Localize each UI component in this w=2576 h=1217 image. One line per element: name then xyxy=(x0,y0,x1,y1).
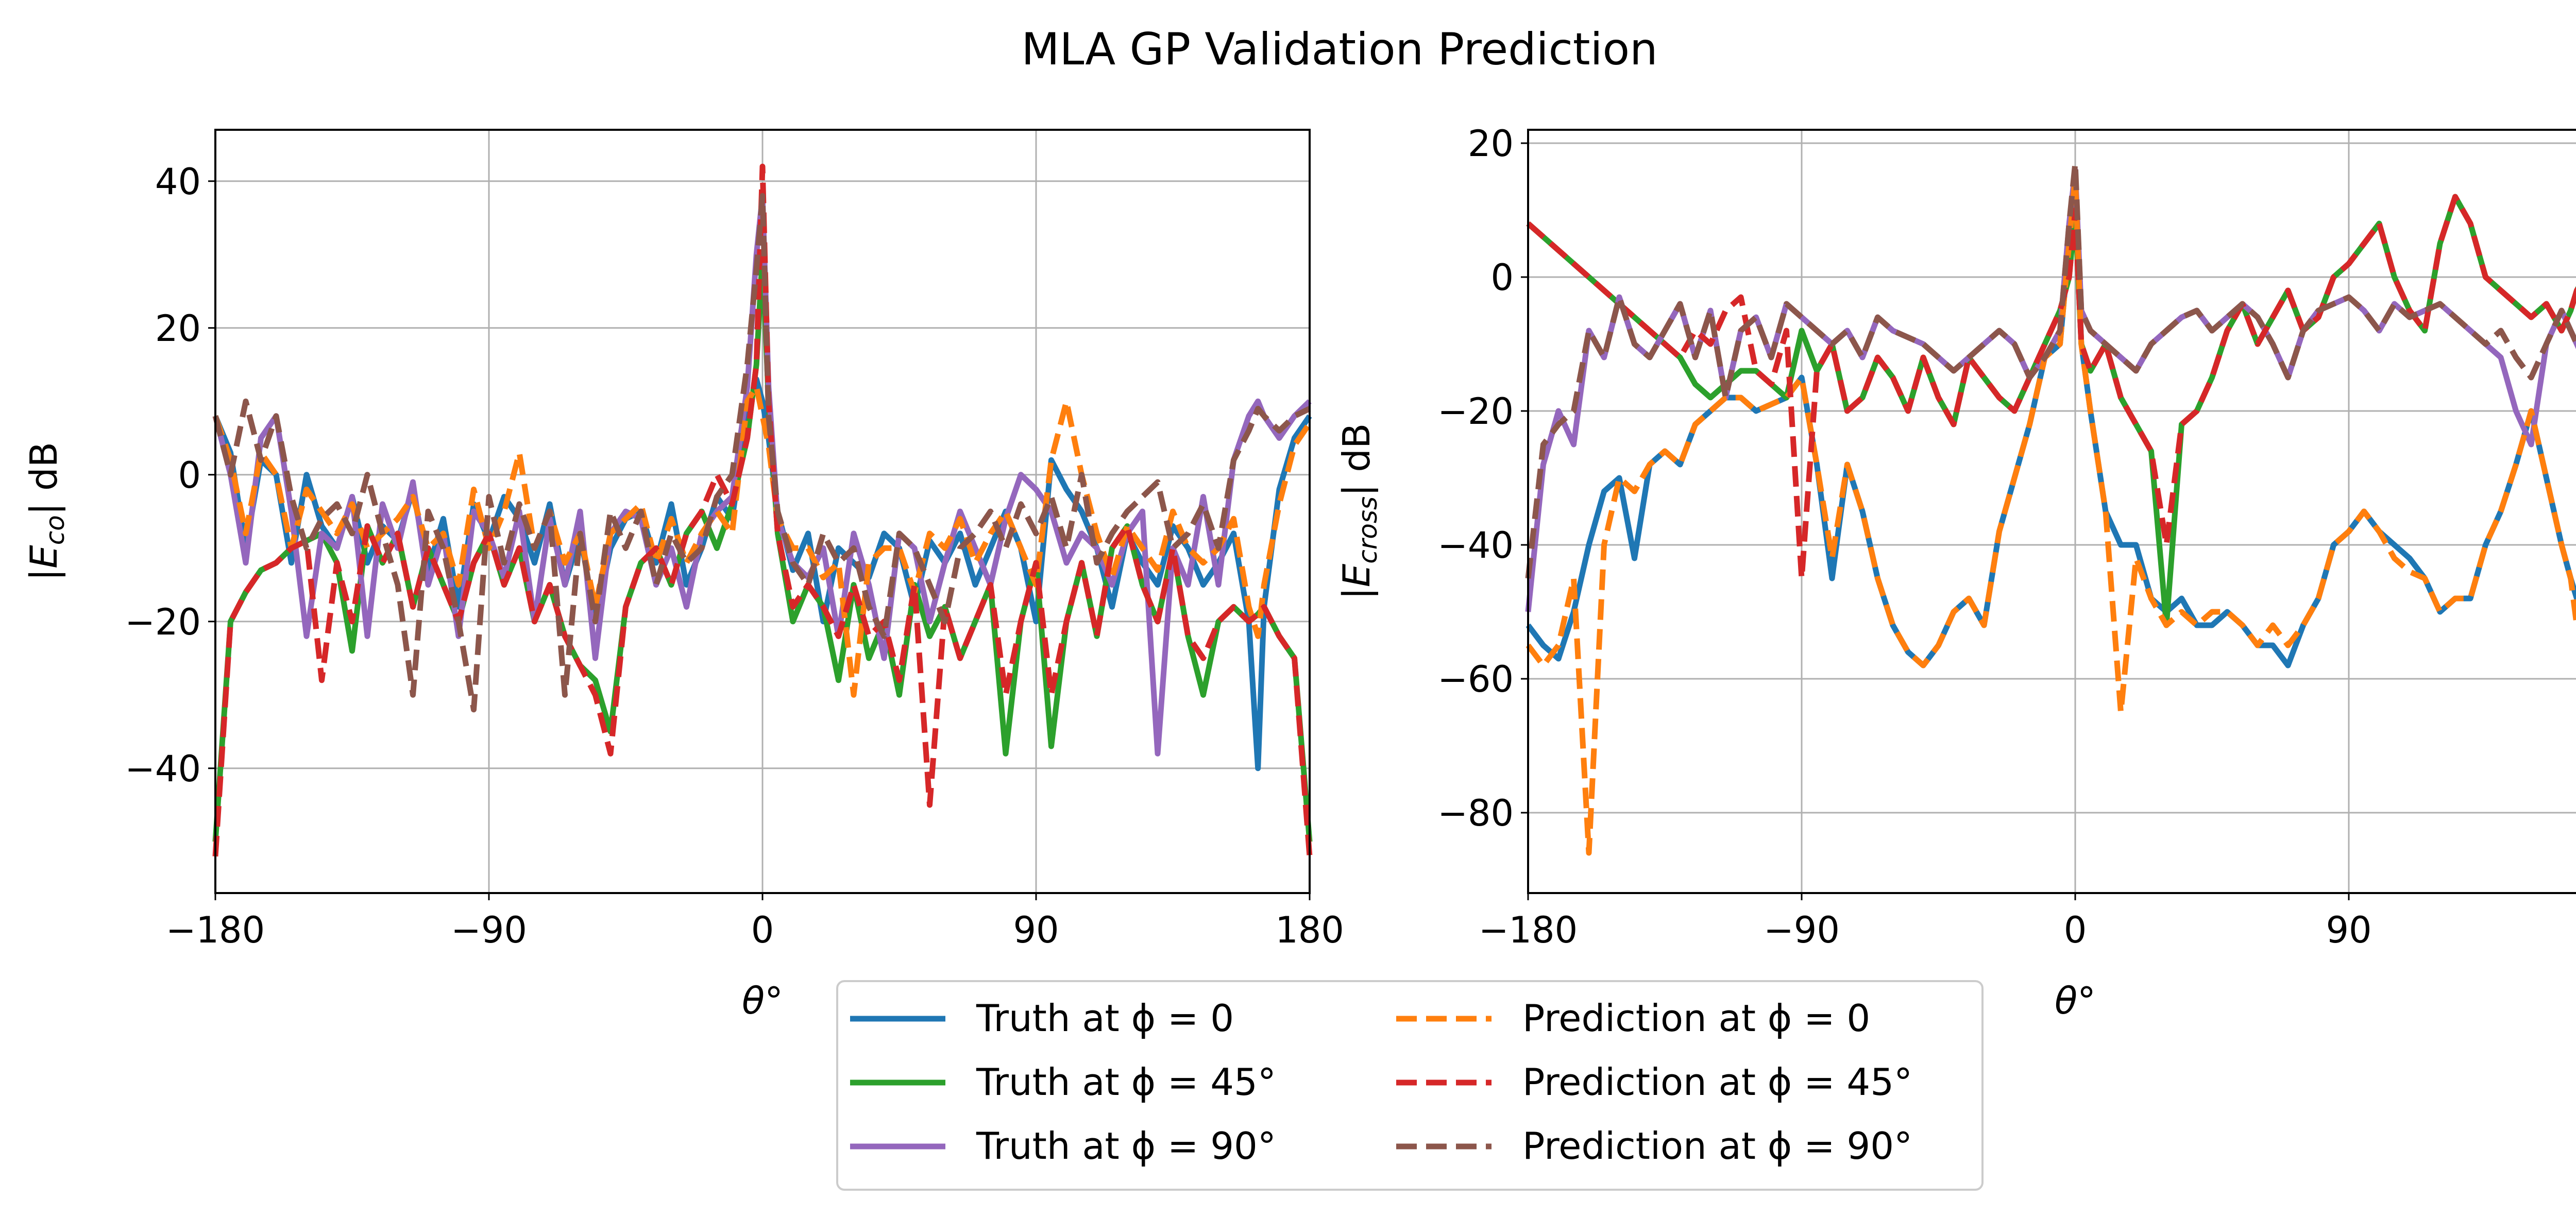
legend-label: Prediction at ϕ = 45° xyxy=(1522,1060,1912,1104)
y-tick-label: −40 xyxy=(1437,524,1514,567)
legend-label: Prediction at ϕ = 0 xyxy=(1522,997,1870,1040)
ylabel-cross: |Ecross| dB xyxy=(1335,423,1383,600)
figure-title: MLA GP Validation Prediction xyxy=(1021,24,1657,75)
series-line-5 xyxy=(212,193,1311,713)
x-tick-label: 0 xyxy=(751,909,774,951)
legend-label: Truth at ϕ = 0 xyxy=(976,997,1234,1040)
x-tick-label: −180 xyxy=(1479,909,1578,951)
legend-entry-3: Prediction at ϕ = 0 xyxy=(1396,997,1870,1040)
series-line-5 xyxy=(1525,160,2576,579)
series-lines-co xyxy=(212,163,1313,857)
x-tick-label: 180 xyxy=(1275,909,1344,951)
x-tick-label: 90 xyxy=(1013,909,1059,951)
legend-entry-5: Prediction at ϕ = 90° xyxy=(1396,1124,1912,1168)
legend: Truth at ϕ = 0 Truth at ϕ = 45° Truth at ϕ… xyxy=(836,980,1984,1191)
xlabel-cross: θ° xyxy=(2055,979,2096,1022)
x-tick-label: 90 xyxy=(2326,909,2371,951)
xlabel-co: θ° xyxy=(742,979,783,1022)
x-tick-label: 0 xyxy=(2064,909,2087,951)
y-tick-label: −80 xyxy=(1437,792,1514,834)
y-tick-label: 40 xyxy=(155,161,201,203)
y-tick-label: −20 xyxy=(125,601,201,643)
ticks-co: −180 −90 0 90 180 −40 −20 0 20 40 xyxy=(125,161,1344,951)
series-lines-cross xyxy=(1525,160,2576,856)
y-tick-label: 20 xyxy=(1468,123,1514,165)
legend-label: Prediction at ϕ = 90° xyxy=(1522,1124,1912,1168)
y-tick-label: −40 xyxy=(125,748,201,790)
y-tick-label: 0 xyxy=(1490,256,1514,299)
y-tick-label: 20 xyxy=(155,307,201,350)
legend-label: Truth at ϕ = 45° xyxy=(976,1060,1276,1104)
series-line-3 xyxy=(212,384,1312,698)
x-tick-label: −90 xyxy=(451,909,527,951)
legend-entry-0: Truth at ϕ = 0 xyxy=(850,997,1234,1040)
legend-entry-1: Truth at ϕ = 45° xyxy=(850,1060,1276,1104)
x-tick-label: −180 xyxy=(166,909,265,951)
legend-entry-4: Prediction at ϕ = 45° xyxy=(1396,1060,1912,1104)
legend-entry-2: Truth at ϕ = 90° xyxy=(850,1124,1276,1168)
legend-label: Truth at ϕ = 90° xyxy=(976,1124,1276,1168)
y-tick-label: 0 xyxy=(178,454,201,496)
y-tick-label: −20 xyxy=(1437,390,1514,433)
x-tick-label: −90 xyxy=(1764,909,1840,951)
subplot-co-polar: −180 −90 0 90 180 −40 −20 0 20 40 |Eco| dB θ° xyxy=(22,129,1344,1022)
ylabel-co: |Eco| dB xyxy=(22,442,70,581)
y-tick-label: −60 xyxy=(1437,658,1514,700)
